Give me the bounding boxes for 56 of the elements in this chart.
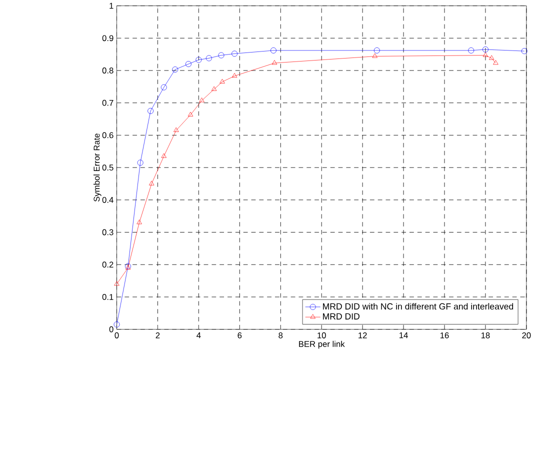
y-tick-label: 0.5 bbox=[102, 164, 114, 171]
y-tick-label: 0.2 bbox=[102, 262, 114, 268]
y-tick-label: 0.1 bbox=[102, 294, 114, 300]
point bbox=[493, 60, 498, 65]
point bbox=[232, 73, 238, 78]
point bbox=[172, 66, 178, 73]
point bbox=[199, 98, 204, 102]
point bbox=[148, 180, 154, 186]
x-tick-label: 20 bbox=[522, 332, 531, 338]
point bbox=[196, 56, 202, 63]
y-tick-label: 0 bbox=[109, 326, 114, 332]
point bbox=[218, 52, 224, 58]
x-axis-title: BER per link bbox=[299, 340, 345, 349]
point bbox=[185, 61, 192, 68]
point bbox=[272, 60, 278, 65]
x-tick-label: 18 bbox=[481, 332, 490, 338]
point bbox=[372, 53, 378, 58]
y-tick-label: 0.3 bbox=[102, 229, 114, 236]
x-tick-label: 0 bbox=[114, 332, 119, 338]
x-tick-label: 4 bbox=[196, 332, 201, 338]
y-tick-label: 0.4 bbox=[102, 196, 114, 203]
y-tick-label: 0.7 bbox=[102, 100, 114, 106]
point bbox=[232, 50, 238, 57]
x-tick-label: 8 bbox=[278, 332, 283, 338]
point bbox=[521, 48, 528, 54]
point bbox=[482, 52, 488, 57]
point bbox=[161, 153, 166, 158]
point bbox=[137, 160, 144, 166]
point bbox=[270, 47, 276, 54]
y-tick-label: 0.9 bbox=[102, 35, 114, 42]
point bbox=[136, 220, 142, 224]
y-tick-label: 0.6 bbox=[102, 132, 114, 138]
y-tick-label: 0.8 bbox=[102, 68, 114, 74]
point bbox=[160, 84, 167, 90]
point bbox=[211, 86, 217, 91]
point bbox=[482, 46, 488, 52]
y-axis-title: Symbol Error Rate bbox=[94, 134, 102, 202]
x-tick-label: 6 bbox=[238, 332, 242, 338]
x-tick-label: 10 bbox=[318, 332, 326, 338]
point bbox=[488, 55, 494, 60]
x-tick-label: 14 bbox=[400, 332, 408, 338]
point bbox=[374, 47, 380, 54]
legend-label: MRD DID with NC in different GF and interleaved bbox=[323, 303, 514, 310]
point bbox=[148, 108, 154, 114]
x-tick-label: 16 bbox=[440, 332, 449, 338]
point bbox=[114, 281, 120, 286]
x-tick-label: 2 bbox=[156, 332, 160, 338]
point bbox=[468, 47, 474, 54]
point bbox=[220, 78, 225, 84]
point bbox=[114, 321, 120, 328]
point bbox=[206, 55, 212, 62]
legend-label: MRD DID bbox=[323, 313, 360, 320]
y-tick-label: 1 bbox=[110, 2, 114, 9]
point bbox=[188, 112, 194, 116]
x-tick-label: 12 bbox=[358, 332, 367, 338]
point bbox=[174, 127, 179, 132]
